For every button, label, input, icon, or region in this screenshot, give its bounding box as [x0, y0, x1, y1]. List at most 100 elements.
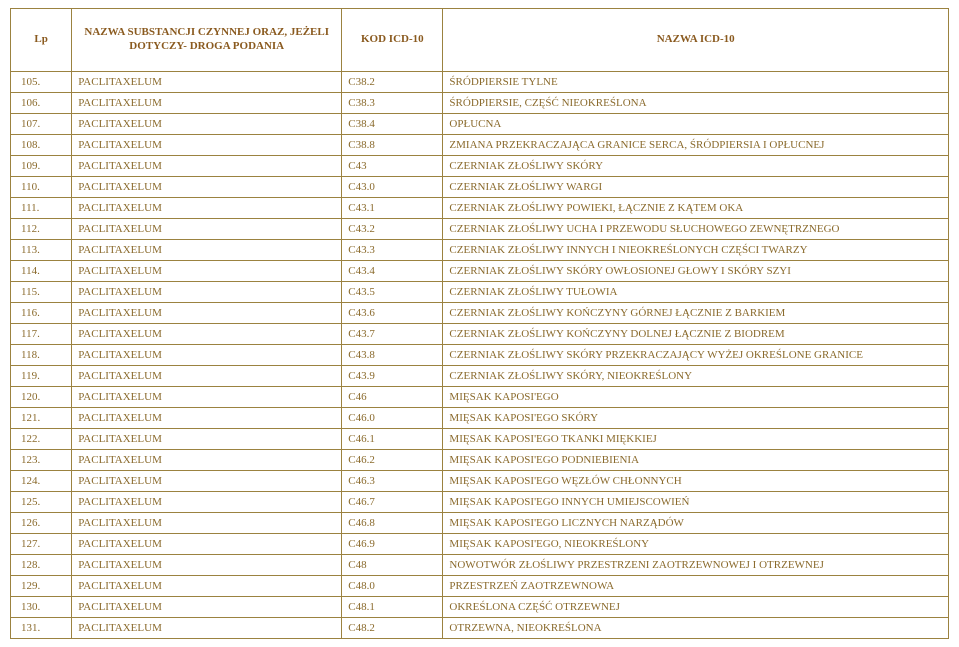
- cell-code: C48: [342, 555, 443, 576]
- cell-lp: 120.: [11, 387, 72, 408]
- cell-code: C43.4: [342, 261, 443, 282]
- cell-lp: 131.: [11, 618, 72, 639]
- cell-substance: PACLITAXELUM: [72, 282, 342, 303]
- table-row: 118.PACLITAXELUMC43.8CZERNIAK ZŁOŚLIWY S…: [11, 345, 949, 366]
- cell-icd-name: CZERNIAK ZŁOŚLIWY KOŃCZYNY DOLNEJ ŁĄCZNI…: [443, 324, 949, 345]
- table-row: 119.PACLITAXELUMC43.9CZERNIAK ZŁOŚLIWY S…: [11, 366, 949, 387]
- cell-code: C46: [342, 387, 443, 408]
- cell-substance: PACLITAXELUM: [72, 450, 342, 471]
- cell-lp: 108.: [11, 135, 72, 156]
- cell-substance: PACLITAXELUM: [72, 72, 342, 93]
- cell-icd-name: ŚRÓDPIERSIE TYLNE: [443, 72, 949, 93]
- cell-substance: PACLITAXELUM: [72, 618, 342, 639]
- cell-lp: 115.: [11, 282, 72, 303]
- cell-icd-name: MIĘSAK KAPOSI'EGO: [443, 387, 949, 408]
- cell-icd-name: ŚRÓDPIERSIE, CZĘŚĆ NIEOKREŚLONA: [443, 93, 949, 114]
- cell-substance: PACLITAXELUM: [72, 219, 342, 240]
- header-substance: NAZWA SUBSTANCJI CZYNNEJ ORAZ, JEŻELI DO…: [72, 9, 342, 72]
- header-icd-name: NAZWA ICD-10: [443, 9, 949, 72]
- cell-code: C38.2: [342, 72, 443, 93]
- cell-icd-name: CZERNIAK ZŁOŚLIWY SKÓRY PRZEKRACZAJĄCY W…: [443, 345, 949, 366]
- cell-lp: 117.: [11, 324, 72, 345]
- cell-code: C43.9: [342, 366, 443, 387]
- cell-icd-name: CZERNIAK ZŁOŚLIWY UCHA I PRZEWODU SŁUCHO…: [443, 219, 949, 240]
- table-row: 113.PACLITAXELUMC43.3CZERNIAK ZŁOŚLIWY I…: [11, 240, 949, 261]
- table-row: 110.PACLITAXELUMC43.0CZERNIAK ZŁOŚLIWY W…: [11, 177, 949, 198]
- cell-code: C43.8: [342, 345, 443, 366]
- cell-icd-name: CZERNIAK ZŁOŚLIWY SKÓRY OWŁOSIONEJ GŁOWY…: [443, 261, 949, 282]
- cell-code: C46.9: [342, 534, 443, 555]
- header-lp: Lp: [11, 9, 72, 72]
- cell-icd-name: MIĘSAK KAPOSI'EGO PODNIEBIENIA: [443, 450, 949, 471]
- table-row: 121.PACLITAXELUMC46.0MIĘSAK KAPOSI'EGO S…: [11, 408, 949, 429]
- table-row: 114.PACLITAXELUMC43.4CZERNIAK ZŁOŚLIWY S…: [11, 261, 949, 282]
- cell-lp: 124.: [11, 471, 72, 492]
- table-row: 126.PACLITAXELUMC46.8MIĘSAK KAPOSI'EGO L…: [11, 513, 949, 534]
- cell-lp: 130.: [11, 597, 72, 618]
- header-code: KOD ICD-10: [342, 9, 443, 72]
- table-row: 116.PACLITAXELUMC43.6CZERNIAK ZŁOŚLIWY K…: [11, 303, 949, 324]
- cell-substance: PACLITAXELUM: [72, 534, 342, 555]
- cell-code: C46.1: [342, 429, 443, 450]
- cell-lp: 123.: [11, 450, 72, 471]
- table-row: 111.PACLITAXELUMC43.1CZERNIAK ZŁOŚLIWY P…: [11, 198, 949, 219]
- cell-substance: PACLITAXELUM: [72, 345, 342, 366]
- cell-icd-name: MIĘSAK KAPOSI'EGO TKANKI MIĘKKIEJ: [443, 429, 949, 450]
- cell-icd-name: OPŁUCNA: [443, 114, 949, 135]
- cell-substance: PACLITAXELUM: [72, 135, 342, 156]
- cell-substance: PACLITAXELUM: [72, 576, 342, 597]
- cell-lp: 106.: [11, 93, 72, 114]
- cell-lp: 118.: [11, 345, 72, 366]
- table-row: 106.PACLITAXELUMC38.3ŚRÓDPIERSIE, CZĘŚĆ …: [11, 93, 949, 114]
- cell-substance: PACLITAXELUM: [72, 303, 342, 324]
- cell-icd-name: CZERNIAK ZŁOŚLIWY KOŃCZYNY GÓRNEJ ŁĄCZNI…: [443, 303, 949, 324]
- cell-code: C38.4: [342, 114, 443, 135]
- cell-substance: PACLITAXELUM: [72, 387, 342, 408]
- cell-icd-name: ZMIANA PRZEKRACZAJĄCA GRANICE SERCA, ŚRÓ…: [443, 135, 949, 156]
- cell-code: C48.2: [342, 618, 443, 639]
- cell-substance: PACLITAXELUM: [72, 93, 342, 114]
- table-row: 109.PACLITAXELUMC43CZERNIAK ZŁOŚLIWY SKÓ…: [11, 156, 949, 177]
- cell-code: C43.5: [342, 282, 443, 303]
- table-row: 129.PACLITAXELUMC48.0PRZESTRZEŃ ZAOTRZEW…: [11, 576, 949, 597]
- cell-icd-name: CZERNIAK ZŁOŚLIWY POWIEKI, ŁĄCZNIE Z KĄT…: [443, 198, 949, 219]
- table-header: Lp NAZWA SUBSTANCJI CZYNNEJ ORAZ, JEŻELI…: [11, 9, 949, 72]
- cell-lp: 127.: [11, 534, 72, 555]
- cell-code: C46.8: [342, 513, 443, 534]
- cell-code: C43: [342, 156, 443, 177]
- cell-icd-name: NOWOTWÓR ZŁOŚLIWY PRZESTRZENI ZAOTRZEWNO…: [443, 555, 949, 576]
- cell-code: C43.3: [342, 240, 443, 261]
- cell-icd-name: CZERNIAK ZŁOŚLIWY WARGI: [443, 177, 949, 198]
- cell-icd-name: PRZESTRZEŃ ZAOTRZEWNOWA: [443, 576, 949, 597]
- cell-icd-name: CZERNIAK ZŁOŚLIWY TUŁOWIA: [443, 282, 949, 303]
- cell-lp: 128.: [11, 555, 72, 576]
- cell-code: C46.7: [342, 492, 443, 513]
- cell-substance: PACLITAXELUM: [72, 408, 342, 429]
- cell-substance: PACLITAXELUM: [72, 492, 342, 513]
- table-row: 105.PACLITAXELUMC38.2ŚRÓDPIERSIE TYLNE: [11, 72, 949, 93]
- cell-substance: PACLITAXELUM: [72, 555, 342, 576]
- cell-code: C43.2: [342, 219, 443, 240]
- cell-lp: 116.: [11, 303, 72, 324]
- cell-lp: 110.: [11, 177, 72, 198]
- table-row: 124.PACLITAXELUMC46.3MIĘSAK KAPOSI'EGO W…: [11, 471, 949, 492]
- cell-code: C46.2: [342, 450, 443, 471]
- table-row: 128.PACLITAXELUMC48NOWOTWÓR ZŁOŚLIWY PRZ…: [11, 555, 949, 576]
- cell-substance: PACLITAXELUM: [72, 366, 342, 387]
- cell-lp: 125.: [11, 492, 72, 513]
- cell-lp: 129.: [11, 576, 72, 597]
- cell-icd-name: CZERNIAK ZŁOŚLIWY INNYCH I NIEOKREŚLONYC…: [443, 240, 949, 261]
- table-row: 107.PACLITAXELUMC38.4OPŁUCNA: [11, 114, 949, 135]
- cell-lp: 107.: [11, 114, 72, 135]
- table-row: 115.PACLITAXELUMC43.5CZERNIAK ZŁOŚLIWY T…: [11, 282, 949, 303]
- cell-lp: 109.: [11, 156, 72, 177]
- cell-lp: 114.: [11, 261, 72, 282]
- cell-substance: PACLITAXELUM: [72, 177, 342, 198]
- cell-substance: PACLITAXELUM: [72, 429, 342, 450]
- cell-lp: 113.: [11, 240, 72, 261]
- cell-code: C46.0: [342, 408, 443, 429]
- table-row: 125.PACLITAXELUMC46.7MIĘSAK KAPOSI'EGO I…: [11, 492, 949, 513]
- cell-substance: PACLITAXELUM: [72, 597, 342, 618]
- table-row: 122.PACLITAXELUMC46.1MIĘSAK KAPOSI'EGO T…: [11, 429, 949, 450]
- cell-icd-name: MIĘSAK KAPOSI'EGO SKÓRY: [443, 408, 949, 429]
